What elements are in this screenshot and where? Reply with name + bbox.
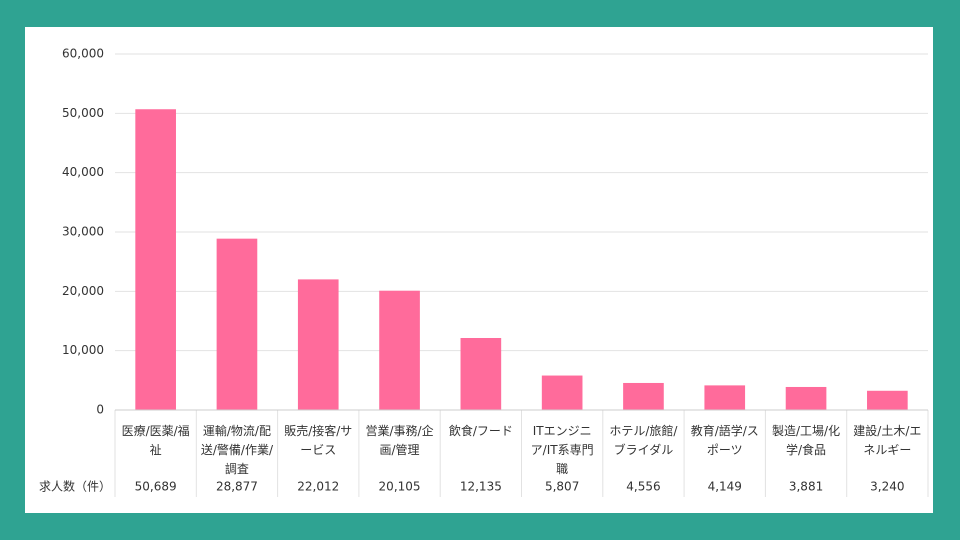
- table-label: 求人数（件）: [39, 479, 111, 494]
- x-tick-label: 飲食/フード: [448, 424, 513, 438]
- bar: [785, 386, 827, 410]
- value-label: 22,012: [297, 480, 339, 494]
- value-label: 50,689: [135, 480, 177, 494]
- y-tick-label: 0: [96, 403, 104, 417]
- value-label: 5,807: [545, 480, 579, 494]
- value-label: 12,135: [460, 480, 502, 494]
- value-label: 4,556: [626, 480, 660, 494]
- value-label: 3,881: [789, 480, 823, 494]
- x-tick-label: 営業/事務/企画/管理: [365, 424, 434, 457]
- x-tick-label: 販売/接客/サービス: [284, 424, 353, 457]
- value-label: 4,149: [708, 480, 742, 494]
- y-tick-label: 20,000: [62, 284, 104, 298]
- y-tick-label: 10,000: [62, 343, 104, 357]
- bar: [867, 390, 908, 410]
- y-tick-label: 60,000: [62, 47, 104, 61]
- x-tick-label: ホテル/旅館/ブライダル: [609, 424, 678, 457]
- bar: [135, 109, 176, 410]
- bar: [541, 375, 583, 410]
- bar: [379, 290, 420, 410]
- x-tick-label: ITエンジニア/IT系専門職: [530, 424, 594, 476]
- x-tick-label: 運輸/物流/配送/警備/作業/調査: [200, 424, 273, 476]
- bar: [460, 337, 502, 410]
- y-tick-label: 40,000: [62, 165, 104, 179]
- x-tick-label: 建設/土木/エネルギー: [853, 424, 922, 457]
- bar: [623, 382, 664, 410]
- value-label: 3,240: [870, 480, 904, 494]
- value-label: 20,105: [379, 480, 421, 494]
- x-tick-label: 製造/工場/化学/食品: [772, 424, 841, 457]
- bar: [297, 279, 339, 410]
- panel: [25, 27, 933, 513]
- y-tick-label: 30,000: [62, 225, 104, 239]
- y-tick-label: 50,000: [62, 106, 104, 120]
- bar: [216, 238, 258, 410]
- bar: [704, 385, 746, 410]
- x-tick-label: 医療/医薬/福祉: [121, 424, 190, 457]
- x-tick-label: 教育/語学/スポーツ: [690, 424, 759, 457]
- value-label: 28,877: [216, 480, 258, 494]
